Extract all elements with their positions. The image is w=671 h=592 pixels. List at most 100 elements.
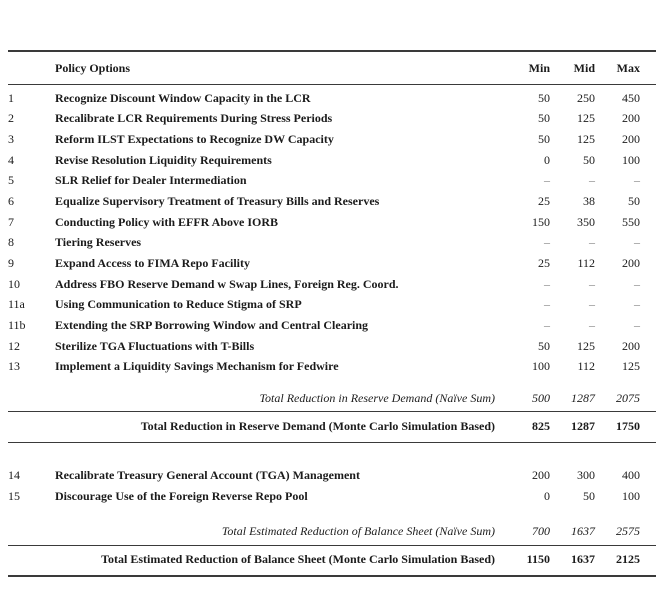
naive-sum-max: 2075: [616, 390, 640, 405]
naive-sum-label: Total Reduction in Reserve Demand (Naïve…: [259, 390, 495, 405]
min-value: –: [544, 318, 550, 333]
monte-carlo-row-reserve-demand: Total Reduction in Reserve Demand (Monte…: [8, 412, 656, 443]
mid-value: –: [589, 297, 595, 312]
monte-carlo-label: Total Reduction in Reserve Demand (Monte…: [140, 419, 495, 434]
min-value: 100: [532, 359, 550, 374]
table-row: 12 Sterilize TGA Fluctuations with T-Bil…: [8, 336, 656, 357]
table-row: 11b Extending the SRP Borrowing Window a…: [8, 315, 656, 336]
table-row: 13 Implement a Liquidity Savings Mechani…: [8, 357, 656, 378]
policy-option-label: Conducting Policy with EFFR Above IORB: [55, 214, 279, 229]
min-value: –: [544, 276, 550, 291]
row-number: 7: [8, 214, 14, 229]
table-header: Policy Options Min Mid Max: [8, 51, 656, 84]
max-value: –: [634, 297, 640, 312]
table-row: 1 Recognize Discount Window Capacity in …: [8, 84, 656, 109]
min-value: 50: [538, 90, 550, 105]
policy-option-label: Discourage Use of the Foreign Reverse Re…: [55, 488, 308, 503]
naive-sum-mid: 1637: [571, 523, 595, 538]
mid-value: –: [589, 276, 595, 291]
section2-rows: 14 Recalibrate Treasury General Account …: [8, 462, 656, 507]
table-row: 8 Tiering Reserves – – –: [8, 233, 656, 254]
row-number: 13: [8, 359, 20, 374]
row-number: 12: [8, 338, 20, 353]
table-row: 15 Discourage Use of the Foreign Reverse…: [8, 486, 656, 507]
row-number: 1: [8, 90, 14, 105]
monte-carlo-min: 1150: [526, 552, 550, 567]
row-number: 15: [8, 488, 20, 503]
mid-value: 125: [577, 131, 595, 146]
mid-value: 112: [577, 256, 595, 270]
monte-carlo-mid: 1637: [571, 552, 595, 567]
max-value: 50: [628, 193, 640, 208]
policy-option-label: Implement a Liquidity Savings Mechanism …: [55, 359, 339, 374]
spacer: [8, 442, 656, 462]
table-row: 5 SLR Relief for Dealer Intermediation –…: [8, 171, 656, 192]
min-value: 25: [538, 256, 550, 270]
naive-sum-row-reserve-demand: Total Reduction in Reserve Demand (Naïve…: [8, 388, 656, 412]
max-value: 125: [622, 359, 640, 374]
max-value: 100: [622, 152, 640, 167]
policy-option-label: Address FBO Reserve Demand w Swap Lines,…: [55, 276, 399, 291]
table-row: 11a Using Communication to Reduce Stigma…: [8, 295, 656, 316]
max-value: 100: [622, 488, 640, 503]
mid-value: –: [589, 318, 595, 333]
row-number: 11a: [8, 297, 25, 312]
max-value: 200: [622, 338, 640, 353]
table-row: 2 Recalibrate LCR Requirements During St…: [8, 109, 656, 130]
min-value: 0: [544, 152, 550, 167]
mid-value: 38: [583, 193, 595, 208]
max-value: 200: [622, 131, 640, 146]
min-value: –: [544, 173, 550, 188]
mid-value: 300: [577, 468, 595, 483]
section1-totals: Total Reduction in Reserve Demand (Naïve…: [8, 378, 656, 463]
min-value: 150: [532, 214, 550, 229]
max-value: 450: [622, 90, 640, 105]
mid-value: 350: [577, 214, 595, 229]
policy-option-label: Equalize Supervisory Treatment of Treasu…: [55, 193, 380, 208]
policy-option-label: Expand Access to FIMA Repo Facility: [55, 256, 250, 270]
max-value: –: [634, 276, 640, 291]
naive-sum-mid: 1287: [571, 390, 595, 405]
table-row: 7 Conducting Policy with EFFR Above IORB…: [8, 212, 656, 233]
policy-table: Policy Options Min Mid Max 1 Recognize D…: [8, 50, 656, 577]
policy-option-label: Recalibrate LCR Requirements During Stre…: [55, 111, 333, 126]
table-row: 4 Revise Resolution Liquidity Requiremen…: [8, 150, 656, 171]
section1-rows: 1 Recognize Discount Window Capacity in …: [8, 84, 656, 378]
min-value: 50: [538, 338, 550, 353]
row-number: 6: [8, 193, 14, 208]
min-value: –: [544, 235, 550, 250]
naive-sum-min: 700: [532, 523, 550, 538]
policy-option-label: Sterilize TGA Fluctuations with T-Bills: [55, 338, 255, 353]
spacer: [8, 507, 656, 521]
min-value: –: [544, 297, 550, 312]
mid-value: 125: [577, 111, 595, 126]
monte-carlo-max: 1750: [616, 419, 640, 434]
policy-option-label: SLR Relief for Dealer Intermediation: [55, 173, 247, 188]
header-max: Max: [616, 61, 640, 75]
header-policy-options: Policy Options: [55, 61, 131, 75]
max-value: –: [634, 235, 640, 250]
section2-totals: Total Estimated Reduction of Balance She…: [8, 507, 656, 576]
max-value: 400: [622, 468, 640, 483]
mid-value: 50: [583, 152, 595, 167]
max-value: 200: [622, 256, 640, 270]
header-min: Min: [528, 61, 550, 75]
min-value: 50: [538, 111, 550, 126]
max-value: 550: [622, 214, 640, 229]
row-number: 9: [8, 256, 14, 270]
row-number: 10: [8, 276, 20, 291]
min-value: 25: [538, 193, 550, 208]
min-value: 0: [544, 488, 550, 503]
policy-option-label: Reform ILST Expectations to Recognize DW…: [55, 131, 334, 146]
min-value: 50: [538, 131, 550, 146]
table-row: 9 Expand Access to FIMA Repo Facility 25…: [8, 253, 656, 274]
mid-value: 250: [577, 90, 595, 105]
row-number: 14: [8, 468, 20, 483]
mid-value: –: [589, 173, 595, 188]
row-number: 5: [8, 173, 14, 188]
row-number: 11b: [8, 318, 26, 333]
policy-option-label: Recalibrate Treasury General Account (TG…: [55, 468, 360, 483]
table-row: 10 Address FBO Reserve Demand w Swap Lin…: [8, 274, 656, 295]
mid-value: 125: [577, 338, 595, 353]
table-row: 3 Reform ILST Expectations to Recognize …: [8, 129, 656, 150]
